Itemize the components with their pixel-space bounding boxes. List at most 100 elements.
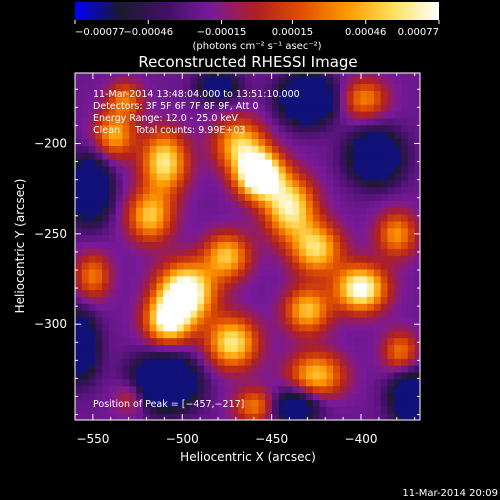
heatmap-cell (373, 207, 382, 215)
heatmap-cell (176, 323, 185, 332)
heatmap-cell (136, 365, 144, 373)
heatmap-cell (224, 159, 232, 167)
heatmap-cell (414, 213, 420, 222)
heatmap-cell (81, 220, 90, 229)
heatmap-cell (129, 76, 137, 85)
heatmap-cell (312, 282, 321, 291)
heatmap-cell (129, 227, 137, 236)
heatmap-cell (319, 227, 327, 236)
heatmap-cell (265, 83, 273, 91)
y-tick-label: −200 (34, 136, 67, 150)
heatmap-cell (156, 124, 164, 133)
heatmap-cell (136, 323, 144, 332)
heatmap-cell (373, 275, 382, 284)
heatmap-cell (81, 358, 90, 366)
heatmap-cell (387, 268, 395, 277)
heatmap-cell (108, 73, 117, 78)
heatmap-cell (407, 330, 416, 339)
heatmap-cell (394, 97, 402, 105)
heatmap-cell (149, 330, 158, 339)
heatmap-cell (299, 275, 307, 284)
heatmap-cell (367, 289, 375, 297)
heatmap-cell (170, 337, 178, 346)
heatmap-cell (258, 255, 266, 263)
heatmap-cell (75, 385, 83, 394)
heatmap-cell (380, 378, 389, 387)
heatmap-cell (115, 282, 124, 291)
colorbar-tick-label: −0.00046 (123, 27, 173, 38)
heatmap-cell (115, 234, 124, 243)
heatmap-cell (312, 172, 321, 181)
heatmap-cell (224, 186, 232, 194)
heatmap-cell (414, 358, 420, 366)
heatmap-cell (95, 316, 103, 325)
heatmap-cell (271, 186, 280, 194)
heatmap-cell (373, 406, 382, 414)
heatmap-cell (394, 172, 402, 181)
heatmap-cell (292, 255, 300, 263)
heatmap-cell (251, 330, 259, 339)
heatmap-cell (258, 76, 266, 85)
heatmap-cell (373, 392, 382, 400)
heatmap-cell (271, 365, 280, 373)
heatmap-cell (353, 241, 361, 249)
heatmap-cell (244, 179, 253, 188)
heatmap-cell (149, 337, 158, 346)
heatmap-cell (360, 371, 368, 380)
heatmap-cell (380, 152, 389, 160)
heatmap-cell (108, 289, 117, 297)
heatmap-cell (380, 83, 389, 91)
heatmap-cell (231, 241, 239, 249)
heatmap-cell (360, 399, 368, 407)
heatmap-cell (387, 73, 395, 78)
heatmap-cell (394, 248, 402, 256)
heatmap-cell (271, 152, 280, 160)
heatmap-cell (170, 330, 178, 339)
heatmap-cell (326, 165, 334, 174)
heatmap-cell (367, 200, 375, 208)
heatmap-cell (149, 117, 158, 126)
annotation-time-range: 11-Mar-2014 13:48:04.000 to 13:51:10.000 (93, 89, 300, 100)
heatmap-cell (238, 378, 246, 387)
heatmap-cell (244, 131, 253, 140)
heatmap-cell (142, 179, 151, 188)
heatmap-cell (210, 344, 219, 352)
heatmap-cell (346, 241, 355, 249)
heatmap-cell (81, 186, 90, 194)
heatmap-cell (367, 248, 375, 256)
heatmap-cell (170, 76, 178, 85)
heatmap-cell (190, 220, 198, 229)
heatmap-cell (224, 207, 232, 215)
heatmap-cell (217, 385, 226, 394)
heatmap-cell (326, 124, 334, 133)
heatmap-cell (115, 145, 124, 153)
heatmap-cell (333, 371, 341, 380)
heatmap-cell (394, 378, 402, 387)
heatmap-cell (312, 241, 321, 249)
heatmap-cell (380, 213, 389, 222)
heatmap-cell (115, 152, 124, 160)
heatmap-cell (258, 124, 266, 133)
heatmap-cell (346, 90, 355, 98)
heatmap-cell (387, 323, 395, 332)
heatmap-cell (183, 97, 192, 105)
heatmap-cell (183, 351, 192, 359)
heatmap-cell (156, 73, 164, 78)
y-tick-label: −250 (34, 227, 67, 241)
heatmap-cell (305, 159, 314, 167)
heatmap-cell (353, 392, 361, 400)
heatmap-cell (271, 399, 280, 407)
heatmap-cell (102, 124, 110, 133)
heatmap-cell (305, 124, 314, 133)
heatmap-cell (367, 371, 375, 380)
heatmap-cell (136, 282, 144, 291)
heatmap-cell (149, 365, 158, 373)
heatmap-cell (312, 337, 321, 346)
heatmap-cell (136, 371, 144, 380)
heatmap-cell (360, 392, 368, 400)
heatmap-cell (238, 296, 246, 304)
heatmap-cell (339, 392, 348, 400)
heatmap-cell (251, 371, 259, 380)
heatmap-cell (312, 316, 321, 325)
heatmap-cell (387, 282, 395, 291)
